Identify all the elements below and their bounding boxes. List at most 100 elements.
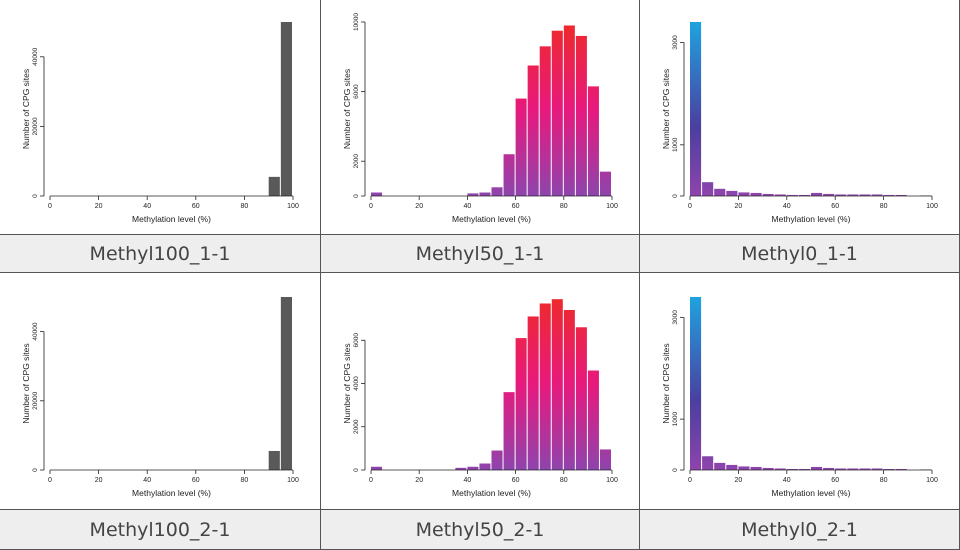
histogram-bar [798,194,810,196]
histogram-methyl100-1-1: 0 20 40 60 80 100 Methylation level (%) 0 20000 4… [21,22,299,224]
histogram-bar [280,22,292,196]
x-tick-label: 60 [192,203,200,210]
histogram-bar [527,316,539,470]
histogram-bar [539,303,551,470]
histogram-bar [587,370,599,470]
plot-cell: 0 20 40 60 80 100 Methylation level (%) 0 1000 30… [640,273,960,510]
histogram-bar [491,450,503,470]
histogram-bar [563,309,575,470]
x-tick-label: 80 [880,203,888,210]
plot-cell: 0 20 40 60 80 100 Methylation level (%) 0 20000 4… [0,273,321,510]
histogram-bar [268,450,280,470]
histogram-bar [847,468,859,470]
x-tick-label: 60 [831,203,839,210]
histogram-bar [883,468,895,470]
x-axis-label: Methylation level (%) [772,488,851,498]
y-axis-label: Number of CPG sites [21,69,31,149]
histogram-bar [479,192,491,196]
x-tick-label: 20 [415,203,423,210]
sample-label-cell: Methyl50_2-1 [321,510,640,550]
histogram-bar [774,194,786,196]
histogram-bar [551,30,563,197]
histogram-bar [895,194,907,196]
histogram-bar [738,466,750,470]
sample-label: Methyl50_2-1 [415,518,545,541]
histogram-bar [515,98,527,196]
plot-cell: 0 20 40 60 80 100 Methylation level (%) 0 20000 4… [0,0,321,235]
histogram-bar [835,194,847,196]
histogram-bar [551,299,563,470]
x-tick-label: 60 [512,203,520,210]
histogram-bar [750,192,762,196]
x-tick-label: 0 [369,477,373,484]
x-tick-label: 100 [926,477,938,484]
y-tick-label: 1000 [672,412,679,427]
x-tick-label: 100 [287,477,299,484]
y-tick-label: 0 [32,194,39,198]
histogram-bar [786,194,798,196]
x-tick-label: 60 [192,477,200,484]
x-tick-label: 40 [464,203,472,210]
x-tick-label: 80 [880,477,888,484]
histogram-bar [467,466,479,470]
histogram-bar [762,193,774,196]
histogram-bar [786,468,798,470]
histogram-bar [871,468,883,470]
x-tick-label: 80 [241,203,249,210]
histogram-bar [714,462,726,470]
x-tick-label: 40 [464,477,472,484]
x-tick-label: 40 [143,203,151,210]
histogram-bar [714,188,726,196]
histogram-bar [859,194,871,196]
x-tick-label: 40 [143,477,151,484]
y-tick-label: 0 [672,468,679,472]
histogram-bar [491,187,503,196]
histogram-bar [859,468,871,470]
x-tick-label: 0 [369,203,373,210]
histogram-bar [738,192,750,196]
histogram-bar [750,466,762,470]
x-tick-label: 0 [688,477,692,484]
y-tick-label: 40000 [32,47,39,65]
sample-label-cell: Methyl0_1-1 [640,235,960,273]
y-tick-label: 3000 [672,310,679,325]
y-tick-label: 0 [32,468,39,472]
histogram-bar [835,468,847,470]
histogram-bar [527,65,539,196]
histogram-bar [690,297,702,470]
y-tick-label: 2000 [353,154,360,169]
x-tick-label: 0 [48,477,52,484]
y-axis-label: Number of CPG sites [342,343,352,423]
histogram-bar [479,463,491,470]
x-axis-label: Methylation level (%) [772,214,851,224]
sample-label: Methyl50_1-1 [415,242,545,265]
x-axis-label: Methylation level (%) [452,488,531,498]
histogram-bar [702,182,714,196]
histogram-methyl50-1-1: 0 20 40 60 80 100 Methylation level (%) 0 2000 60… [342,13,618,224]
histogram-bar [539,46,551,196]
x-tick-label: 20 [735,203,743,210]
x-tick-label: 80 [560,203,568,210]
x-tick-label: 60 [512,477,520,484]
sample-label-cell: Methyl100_1-1 [0,235,321,273]
histogram-bar [575,327,587,470]
histogram-bar [702,456,714,470]
histogram-methyl0-1-1: 0 20 40 60 80 100 Methylation level (%) 0 1000 30… [661,22,938,224]
histogram-bar [268,176,280,196]
x-tick-label: 20 [415,477,423,484]
histogram-bar [847,194,859,196]
x-tick-label: 100 [606,203,618,210]
x-tick-label: 0 [48,203,52,210]
y-tick-label: 3000 [672,35,679,50]
y-axis-label: Number of CPG sites [21,343,31,423]
histogram-bar [599,449,611,470]
x-tick-label: 60 [831,477,839,484]
histogram-bar [599,171,611,196]
sample-label: Methyl100_1-1 [89,242,231,265]
x-tick-label: 40 [783,203,791,210]
y-tick-label: 1000 [672,137,679,152]
histogram-bar [726,190,738,196]
histogram-bar [811,192,823,196]
histogram-bar [467,193,479,196]
